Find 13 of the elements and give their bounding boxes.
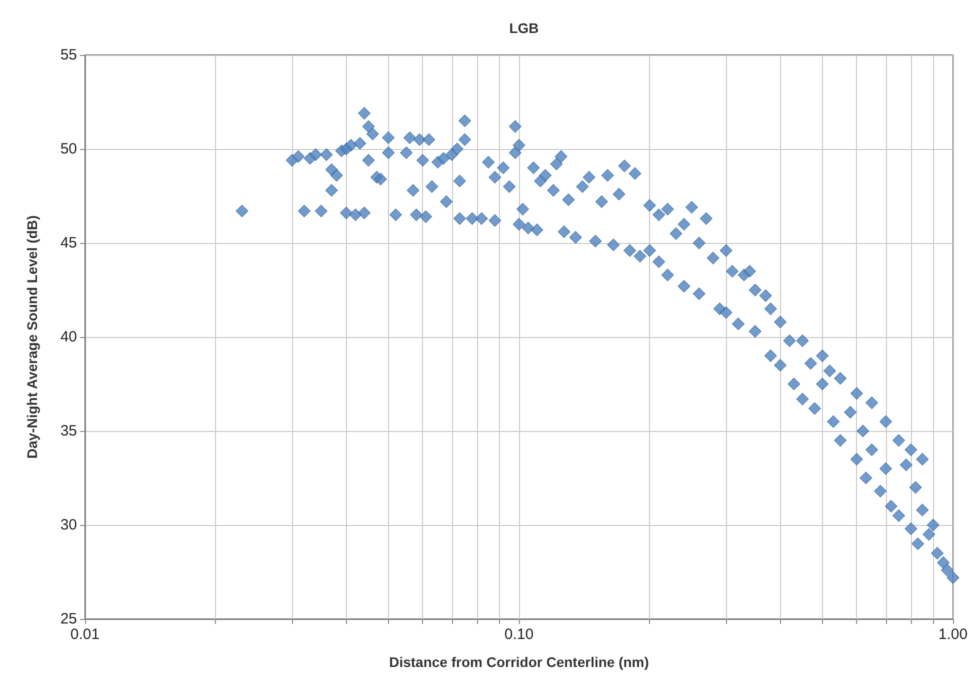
x-tick-label: 0.01 xyxy=(70,626,100,643)
y-tick-label: 55 xyxy=(60,46,77,64)
y-tick-label: 50 xyxy=(60,140,77,158)
y-tick-label: 25 xyxy=(60,610,77,628)
y-tick-label: 35 xyxy=(60,422,77,440)
x-tick-label: 1.00 xyxy=(938,626,968,643)
y-axis-title: Day-Night Average Sound Level (dB) xyxy=(24,215,40,459)
x-tick-label: 0.10 xyxy=(504,626,534,643)
y-tick-label: 45 xyxy=(60,234,77,252)
y-tick-label: 30 xyxy=(60,516,77,534)
chart-title: LGB xyxy=(509,20,539,36)
x-axis-title: Distance from Corridor Centerline (nm) xyxy=(389,654,649,670)
y-tick-label: 40 xyxy=(60,328,77,346)
